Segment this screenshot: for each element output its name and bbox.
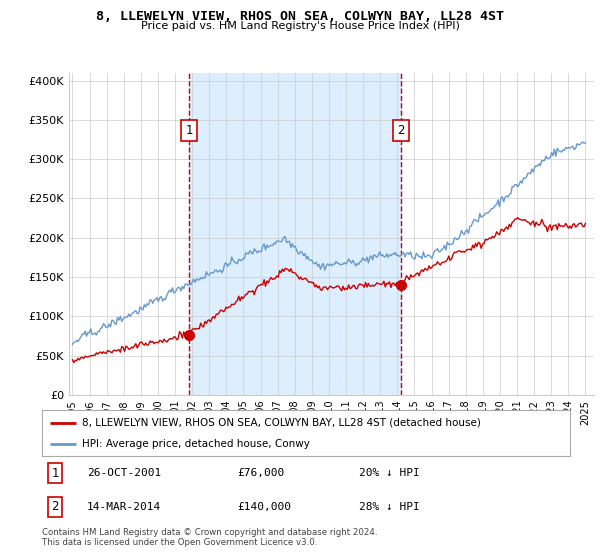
Text: 14-MAR-2014: 14-MAR-2014 [87,502,161,512]
Text: £76,000: £76,000 [238,468,284,478]
Bar [189,73,401,395]
Text: HPI: Average price, detached house, Conwy: HPI: Average price, detached house, Conw… [82,439,310,449]
Text: £140,000: £140,000 [238,502,292,512]
Text: 20% ↓ HPI: 20% ↓ HPI [359,468,419,478]
Text: 1: 1 [185,124,193,137]
Text: 8, LLEWELYN VIEW, RHOS ON SEA, COLWYN BAY, LL28 4ST (detached house): 8, LLEWELYN VIEW, RHOS ON SEA, COLWYN BA… [82,418,481,428]
Text: Price paid vs. HM Land Registry's House Price Index (HPI): Price paid vs. HM Land Registry's House … [140,21,460,31]
Text: 1: 1 [52,467,59,480]
Text: Contains HM Land Registry data © Crown copyright and database right 2024.
This d: Contains HM Land Registry data © Crown c… [42,528,377,547]
Text: 8, LLEWELYN VIEW, RHOS ON SEA, COLWYN BAY, LL28 4ST: 8, LLEWELYN VIEW, RHOS ON SEA, COLWYN BA… [96,10,504,23]
Text: 28% ↓ HPI: 28% ↓ HPI [359,502,419,512]
Text: 26-OCT-2001: 26-OCT-2001 [87,468,161,478]
Text: 2: 2 [397,124,404,137]
Text: 2: 2 [52,500,59,514]
